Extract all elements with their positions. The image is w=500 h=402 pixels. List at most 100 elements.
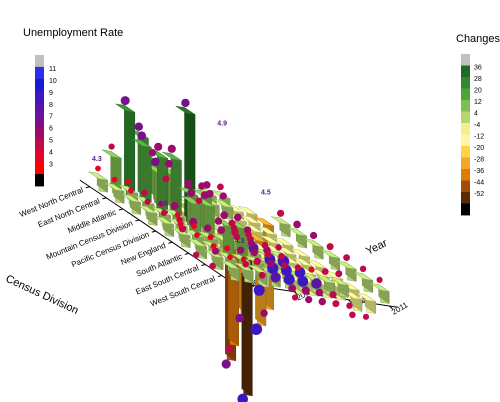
- scatter-point: [250, 248, 258, 257]
- scatter-point: [158, 200, 165, 207]
- scatter-point: [191, 223, 198, 230]
- bar: [137, 204, 158, 226]
- bar-colorbar-tick: 4: [474, 111, 478, 118]
- bar: [303, 238, 324, 260]
- scatter-colorbar-cell: [35, 150, 44, 163]
- bar-face-top: [137, 204, 158, 214]
- bar-colorbar-cell: [461, 123, 470, 135]
- bar-colorbar-tick: -12: [474, 134, 484, 141]
- scatter-point: [235, 313, 245, 323]
- bar-colorbar-tick: 36: [474, 65, 482, 72]
- scatter-point: [178, 225, 187, 233]
- scatter-point: [242, 260, 249, 268]
- scatter-colorbar: Unemployment Rate 11 10 9 8 7 6 5 4 3: [23, 27, 123, 187]
- bar: [121, 193, 141, 215]
- scatter-points-group: [95, 96, 383, 402]
- year-tick: [389, 305, 393, 310]
- bar-face-top: [131, 138, 152, 148]
- bar-face-top: [162, 151, 182, 161]
- bar-colorbar-tick: -20: [474, 145, 484, 152]
- scatter-point: [217, 226, 226, 234]
- scatter-point: [95, 165, 101, 172]
- scatter-point: [187, 189, 196, 197]
- bar-face-top: [233, 262, 254, 272]
- bar: [290, 248, 310, 270]
- year-tick: [348, 299, 353, 304]
- scatter-point: [293, 220, 301, 229]
- scatter-point: [209, 262, 216, 270]
- bar-face-top: [293, 257, 313, 267]
- bar-face-top: [276, 246, 297, 256]
- scatter-point: [292, 294, 299, 301]
- scatter-point: [301, 286, 310, 295]
- scatter-colorbar-title: Unemployment Rate: [23, 27, 123, 39]
- scatter-point: [253, 284, 265, 296]
- scatter-point: [281, 262, 288, 269]
- scatter-colorbar-cell: [35, 55, 44, 68]
- scatter-point: [220, 211, 229, 220]
- bar-face-top: [115, 103, 135, 113]
- bar-colorbar-cell: [461, 77, 470, 89]
- bar-face-top: [287, 227, 307, 237]
- scatter-point: [335, 270, 343, 278]
- scatter-point: [245, 231, 252, 238]
- scatter-point: [329, 291, 337, 299]
- scatter-point: [195, 197, 203, 205]
- category-tick: [102, 197, 107, 200]
- scatter-point: [294, 264, 302, 271]
- bar: [104, 182, 125, 204]
- category-tick: [151, 230, 156, 233]
- scatter-point: [227, 254, 233, 261]
- bar-face-top: [175, 106, 196, 115]
- bar-face-top: [329, 276, 349, 286]
- scatter-point: [221, 359, 231, 369]
- bar-face-top: [356, 292, 376, 302]
- data-annotation: 4.3: [92, 156, 102, 163]
- scatter-point: [311, 278, 322, 289]
- bar-face-top: [303, 238, 324, 248]
- scatter-point: [177, 221, 184, 227]
- scatter-point: [308, 266, 315, 273]
- scatter-point: [210, 243, 217, 250]
- bar-face-top: [353, 271, 373, 281]
- bar-colorbar-cell: [461, 111, 470, 124]
- scatter-point: [224, 245, 231, 252]
- scatter-point: [128, 187, 134, 194]
- bar-colorbar: Changes 36 28 20 12 4 -4 -12 -20 -28 -36 -44 -52: [456, 33, 500, 216]
- scatter-colorbar-tick: 7: [49, 114, 53, 121]
- scatter-point: [315, 288, 324, 297]
- category-tick: [184, 252, 189, 255]
- bar-colorbar-tick: 12: [474, 99, 482, 106]
- bar-colorbar-cell: [461, 65, 470, 78]
- scatter-colorbar-tick: 3: [49, 161, 53, 168]
- scatter-colorbar-tick: 6: [49, 126, 53, 133]
- bar-face-top: [181, 196, 201, 205]
- scatter-point: [170, 201, 179, 210]
- scatter-point: [297, 276, 309, 287]
- scatter-point: [200, 191, 209, 200]
- bar-colorbar-cell: [461, 169, 470, 181]
- scatter-point: [108, 143, 115, 150]
- scatter-point: [326, 243, 334, 251]
- bar-colorbar-tick: -44: [474, 180, 484, 187]
- scatter-colorbar-tick: 10: [49, 78, 57, 85]
- bar: [88, 171, 108, 193]
- scatter-colorbar-cell: [35, 126, 44, 139]
- scatter-point: [283, 274, 295, 285]
- scatter-point: [349, 311, 356, 319]
- bar-face-top: [237, 206, 258, 215]
- scatter-point: [270, 272, 281, 283]
- bar-colorbar-cell: [461, 146, 470, 158]
- bar-face-top: [88, 171, 108, 181]
- scatter-point: [359, 265, 367, 272]
- scatter-colorbar-tick: 9: [49, 90, 53, 97]
- scatter-point: [141, 189, 148, 196]
- scatter-point: [225, 345, 233, 353]
- x-axis-title: Census Division: [4, 273, 81, 317]
- scatter-colorbar-tick: 5: [49, 138, 53, 145]
- scatter-point: [207, 234, 214, 241]
- scatter-point: [346, 302, 353, 309]
- scatter-point: [231, 228, 239, 236]
- scatter-colorbar-tick: 8: [49, 102, 53, 109]
- bar-face-top: [240, 215, 261, 224]
